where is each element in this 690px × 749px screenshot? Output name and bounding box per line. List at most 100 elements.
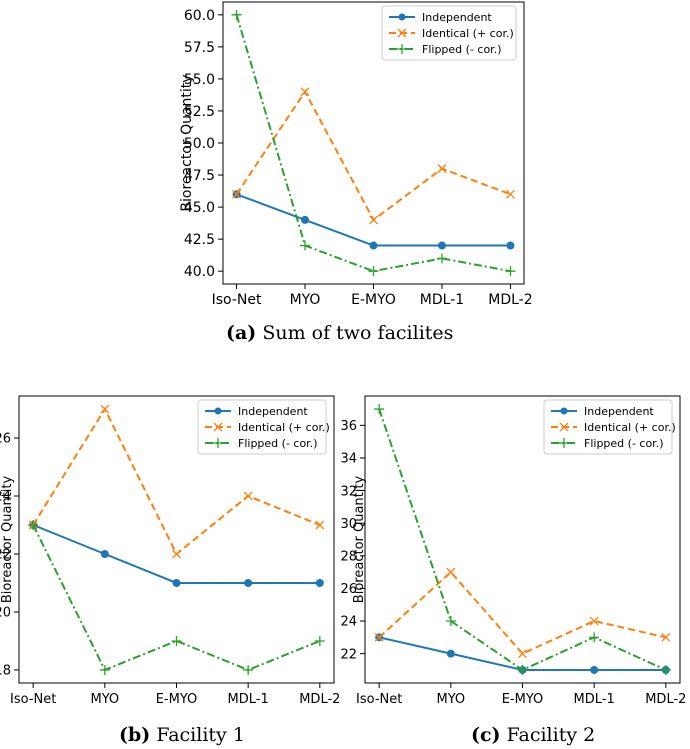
chart-panel-0: 40.0 42.5 45.0 47.5 50.0 52.5 55.0 57.5 60.0 Iso-…: [179, 1, 533, 308]
caption-a-text: Sum of two facilites: [262, 322, 454, 344]
y-tick-label: 34: [340, 452, 357, 467]
y-tick-label: 47.5: [184, 168, 215, 184]
x-tick-label: MDL-1: [574, 692, 615, 707]
x-tick-label: E-MYO: [502, 692, 544, 707]
x-tick-label: MDL-1: [420, 292, 464, 308]
series-point: [374, 404, 385, 415]
x-tick-label: MYO: [90, 692, 119, 707]
series-point: [369, 241, 378, 250]
x-tick-label: MDL-2: [299, 692, 340, 707]
y-tick-label: 26: [0, 432, 11, 447]
series-point: [505, 266, 516, 277]
series-point: [446, 649, 455, 658]
series-point: [589, 632, 600, 643]
legend-marker: [213, 438, 223, 448]
x-tick-label: E-MYO: [156, 692, 198, 707]
series-point: [315, 578, 324, 587]
legend: Independent Identical (+ cor.) Flipped (- …: [543, 399, 676, 455]
series-point: [506, 241, 515, 250]
series-point: [243, 491, 253, 501]
series-point: [374, 632, 384, 642]
series-point: [517, 664, 528, 675]
series-point: [518, 649, 527, 659]
series-point: [505, 189, 515, 199]
y-tick-label: 24: [0, 490, 11, 505]
series-point: [589, 616, 599, 626]
y-tick-label: 32: [340, 484, 357, 499]
legend-label-1: Identical (+ cor.): [422, 27, 514, 40]
y-tick-label: 60.0: [184, 8, 215, 24]
legend-label-2: Flipped (- cor.): [422, 43, 502, 56]
y-tick-label: 52.5: [184, 104, 215, 120]
series-point: [314, 635, 325, 646]
y-axis-label: Bioreactor Quantity: [352, 476, 367, 604]
x-tick-label: E-MYO: [351, 292, 396, 308]
series-point: [661, 632, 671, 642]
legend-box: [197, 399, 327, 455]
legend-marker: [214, 407, 222, 415]
series-point: [660, 664, 671, 675]
series-point: [172, 549, 181, 559]
chart-panel-2: 22 24 26 28 30 32 34 36 Iso-Net MYO E-MYO MDL-1 MDL-…: [340, 395, 686, 707]
caption-a-label: (a): [226, 322, 257, 344]
series-point: [437, 241, 446, 250]
legend-marker: [560, 407, 568, 415]
legend-label-0: Independent: [422, 11, 492, 24]
y-tick-label: 30: [340, 517, 357, 532]
legend-marker: [559, 438, 569, 448]
legend-label-2: Flipped (- cor.): [584, 437, 664, 450]
chart-panel-1: 18 20 22 24 26 Iso-Net MYO E-MYO MDL-1 MDL-2 Biore…: [0, 395, 340, 707]
caption-c: (c) Facility 2: [471, 724, 595, 746]
series-point: [172, 578, 181, 587]
legend: Independent Identical (+ cor.) Flipped (- …: [197, 399, 330, 455]
series-point: [244, 578, 253, 587]
y-tick-label: 45.0: [184, 200, 215, 216]
y-tick-label: 18: [0, 664, 11, 679]
legend-marker: [559, 422, 569, 432]
legend-marker: [397, 44, 407, 54]
legend-marker: [397, 28, 407, 38]
legend-box: [381, 5, 517, 61]
x-tick-label: Iso-Net: [356, 692, 402, 707]
x-tick-label: Iso-Net: [10, 692, 56, 707]
x-tick-label: MDL-1: [228, 692, 269, 707]
y-tick-label: 22: [340, 647, 357, 662]
y-tick-label: 50.0: [184, 136, 215, 152]
caption-a: (a) Sum of two facilites: [226, 322, 453, 344]
caption-b: (b) Facility 1: [119, 724, 245, 746]
series-point: [368, 266, 379, 277]
x-tick-label: MDL-2: [645, 692, 686, 707]
legend-box: [543, 399, 673, 455]
series-line-1: [378, 570, 667, 655]
series-point: [232, 189, 242, 199]
series-point: [231, 9, 242, 20]
series-point: [28, 520, 39, 531]
y-axis-label: Bioreactor Quantity: [0, 476, 15, 604]
series-point: [99, 664, 110, 675]
series-point: [445, 616, 456, 627]
legend-label-1: Identical (+ cor.): [584, 421, 676, 434]
series-point: [300, 87, 310, 97]
x-tick-label: MYO: [290, 292, 321, 308]
y-tick-label: 42.5: [184, 232, 215, 248]
y-tick-label: 26: [340, 582, 357, 597]
legend: Independent Identical (+ cor.) Flipped (- …: [381, 5, 517, 61]
x-tick-label: Iso-Net: [212, 292, 262, 308]
series-point: [301, 215, 310, 224]
y-tick-label: 24: [340, 615, 357, 630]
y-tick-label: 20: [0, 606, 11, 621]
y-tick-label: 22: [0, 548, 11, 563]
series-point: [315, 520, 325, 530]
legend-marker: [398, 13, 406, 21]
caption-c-label: (c): [471, 724, 501, 746]
legend-marker: [213, 422, 223, 432]
series-point: [436, 253, 447, 264]
y-tick-label: 57.5: [184, 40, 215, 56]
caption-b-text: Facility 1: [156, 724, 245, 746]
series-point: [171, 635, 182, 646]
legend-label-1: Identical (+ cor.): [238, 421, 330, 434]
x-tick-label: MYO: [436, 692, 465, 707]
y-tick-label: 40.0: [184, 264, 215, 280]
legend-label-0: Independent: [238, 405, 308, 418]
